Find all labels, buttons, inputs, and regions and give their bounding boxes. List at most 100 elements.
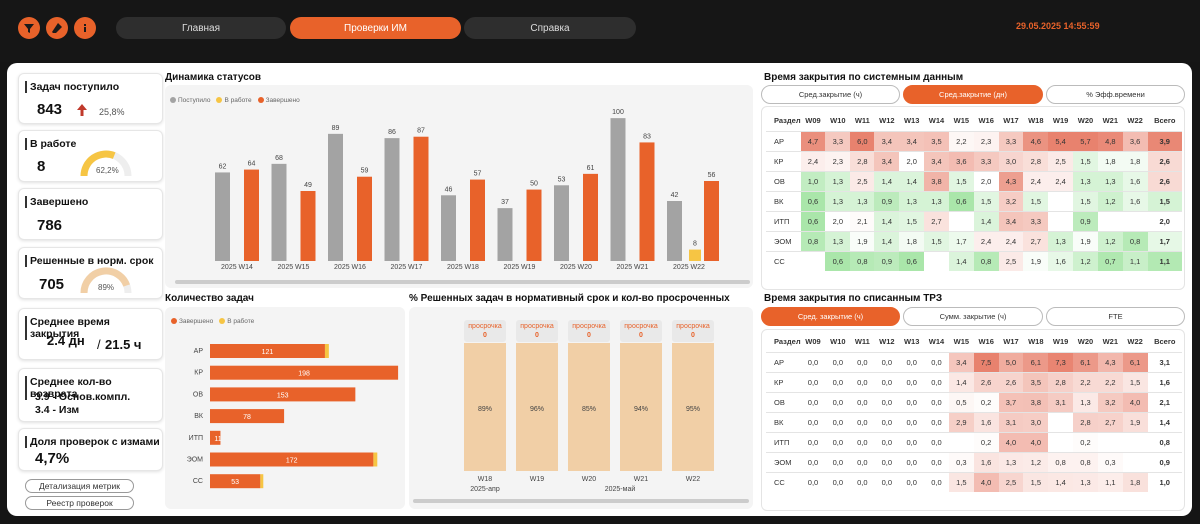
- hm-cell[interactable]: 1,8: [1122, 471, 1148, 492]
- hm-col-header[interactable]: W12: [879, 116, 895, 126]
- hm-cell[interactable]: 0,0: [800, 451, 826, 472]
- bar-done[interactable]: [639, 142, 655, 261]
- hm-cell[interactable]: 1,7: [948, 230, 974, 251]
- hm-cell[interactable]: 0,9: [874, 250, 900, 271]
- hm-cell[interactable]: [948, 431, 974, 452]
- hm-cell[interactable]: 2,2: [1097, 371, 1123, 392]
- hm-col-header[interactable]: W09: [805, 337, 821, 347]
- table-row[interactable]: ОВ 1,0 1,3 2,5 1,4 1,4 3,8 1,5 2,0 4,3 2,4 2,4 1,3 1,…: [766, 170, 1182, 191]
- hm-cell[interactable]: 2,7: [924, 210, 949, 231]
- hm-cell[interactable]: 0,0: [825, 391, 851, 412]
- hm-cell[interactable]: 1,1: [1097, 471, 1123, 492]
- nav-help[interactable]: Справка: [464, 17, 636, 39]
- pct-bar[interactable]: [620, 343, 662, 471]
- hm-cell[interactable]: 1,8: [1097, 150, 1123, 171]
- hm-col-header[interactable]: W22: [1127, 337, 1143, 347]
- hm-col-header[interactable]: W16: [978, 116, 994, 126]
- hm1-toggle-days[interactable]: Сред.закрытие (дн): [903, 85, 1043, 104]
- hm-col-header[interactable]: Раздел: [774, 116, 801, 126]
- hm-cell[interactable]: [1122, 431, 1148, 452]
- hm-cell[interactable]: 1,5: [948, 170, 974, 191]
- table-row[interactable]: КР 2,4 2,3 2,8 3,4 2,0 3,4 3,6 3,3 3,0 2,8 2,5 1,5 1,…: [766, 150, 1182, 171]
- hm-cell[interactable]: 0,0: [825, 411, 851, 432]
- hm-cell[interactable]: 2,2: [948, 130, 974, 151]
- hm-cell[interactable]: 5,7: [1073, 130, 1098, 151]
- hm-cell[interactable]: 1,4: [874, 230, 900, 251]
- hm-col-header[interactable]: W14: [928, 116, 945, 126]
- hm-cell[interactable]: 7,5: [973, 351, 999, 372]
- hm-cell[interactable]: 2,8: [1023, 150, 1049, 171]
- hm-cell[interactable]: 0,0: [850, 371, 875, 392]
- hm-cell[interactable]: 2,6: [998, 371, 1024, 392]
- bar-received[interactable]: [215, 172, 230, 261]
- hm-cell[interactable]: 2,3: [825, 150, 851, 171]
- hm-cell[interactable]: 4,0: [1122, 391, 1148, 412]
- hm-cell[interactable]: 1,3: [1048, 230, 1074, 251]
- hm-cell[interactable]: [948, 210, 974, 231]
- bar-done[interactable]: [704, 181, 719, 261]
- hm-cell[interactable]: 2,6: [973, 371, 999, 392]
- hm-col-header[interactable]: W17: [1003, 337, 1019, 347]
- hm-cell[interactable]: 0,8: [850, 250, 875, 271]
- hm-cell[interactable]: 0,0: [850, 431, 875, 452]
- hm-cell[interactable]: [1048, 411, 1074, 432]
- bar-inwork[interactable]: [689, 249, 701, 261]
- hm-cell[interactable]: 0,0: [924, 451, 949, 472]
- hm-cell[interactable]: 2,0: [973, 170, 999, 191]
- hm-cell[interactable]: 2,7: [1023, 230, 1049, 251]
- pct-scrollbar[interactable]: [413, 499, 749, 503]
- pct-bar[interactable]: [568, 343, 610, 471]
- hm-cell[interactable]: 1,5: [1023, 190, 1049, 211]
- hm-cell[interactable]: 2,5: [998, 471, 1024, 492]
- pct-bar[interactable]: [672, 343, 714, 471]
- hm-cell[interactable]: 1,5: [973, 190, 999, 211]
- status-scrollbar[interactable]: [175, 280, 750, 284]
- hm-cell[interactable]: 3,6: [1122, 130, 1148, 151]
- hm-cell[interactable]: 3,5: [1023, 371, 1049, 392]
- hm-cell[interactable]: 2,7: [1097, 411, 1123, 432]
- hm-cell[interactable]: 1,6: [973, 451, 999, 472]
- hm-cell[interactable]: 0,0: [800, 391, 826, 412]
- hm-cell[interactable]: 1,8: [1122, 150, 1148, 171]
- hm-cell[interactable]: 0,5: [948, 391, 974, 412]
- hm-col-header[interactable]: W14: [928, 337, 945, 347]
- hm-cell[interactable]: 0,8: [1073, 451, 1098, 472]
- hm-cell[interactable]: 3,8: [1023, 391, 1049, 412]
- hm-cell[interactable]: 0,0: [924, 391, 949, 412]
- hm-cell[interactable]: 3,0: [998, 150, 1024, 171]
- bar-done[interactable]: [470, 179, 485, 261]
- table-row[interactable]: ОВ 0,0 0,0 0,0 0,0 0,0 0,0 0,5 0,2 3,7 3,8 3,1 1,3 3,…: [766, 391, 1182, 412]
- bar-inwork[interactable]: [260, 474, 264, 489]
- hm-cell[interactable]: [924, 250, 949, 271]
- hm-cell[interactable]: 3,6: [948, 150, 974, 171]
- hm-col-header[interactable]: W22: [1127, 116, 1143, 126]
- hm-cell[interactable]: 0,6: [800, 190, 826, 211]
- hm-cell[interactable]: 3,4: [874, 150, 900, 171]
- hm-cell[interactable]: 0,3: [1097, 451, 1123, 472]
- hm-cell[interactable]: 1,3: [998, 451, 1024, 472]
- hm-cell[interactable]: 0,0: [899, 351, 925, 372]
- hm-cell[interactable]: 1,9: [1023, 250, 1049, 271]
- nav-main[interactable]: Главная: [116, 17, 286, 39]
- hm-cell[interactable]: 3,4: [998, 210, 1024, 231]
- hm2-toggle-fte[interactable]: FTE: [1046, 307, 1185, 326]
- table-row[interactable]: КР 0,0 0,0 0,0 0,0 0,0 0,0 1,4 2,6 2,6 3,5 2,8 2,2 2,…: [766, 371, 1182, 392]
- hm-cell[interactable]: 0,0: [825, 371, 851, 392]
- hm-cell[interactable]: 3,5: [924, 130, 949, 151]
- hm-cell[interactable]: 0,9: [874, 190, 900, 211]
- hm-cell[interactable]: 1,2: [1097, 230, 1123, 251]
- hm-cell[interactable]: 0,3: [948, 451, 974, 472]
- hm-cell[interactable]: 0,0: [899, 431, 925, 452]
- filter-icon[interactable]: [18, 17, 40, 39]
- hm-cell[interactable]: 1,3: [1073, 471, 1098, 492]
- hm-col-header[interactable]: W10: [830, 337, 846, 347]
- hm-cell[interactable]: 1,3: [825, 170, 851, 191]
- hm-cell[interactable]: 1,2: [1023, 451, 1049, 472]
- hm-cell[interactable]: 3,3: [1023, 210, 1049, 231]
- hm-cell[interactable]: 3,4: [924, 150, 949, 171]
- hm-col-header[interactable]: W19: [1052, 337, 1069, 347]
- hm-col-header[interactable]: W11: [854, 337, 870, 347]
- hm-cell[interactable]: 1,5: [1073, 150, 1098, 171]
- hm-cell[interactable]: [1048, 210, 1074, 231]
- table-row[interactable]: АР 0,0 0,0 0,0 0,0 0,0 0,0 3,4 7,5 5,0 6,1 7,3 6,1 4,…: [766, 351, 1182, 372]
